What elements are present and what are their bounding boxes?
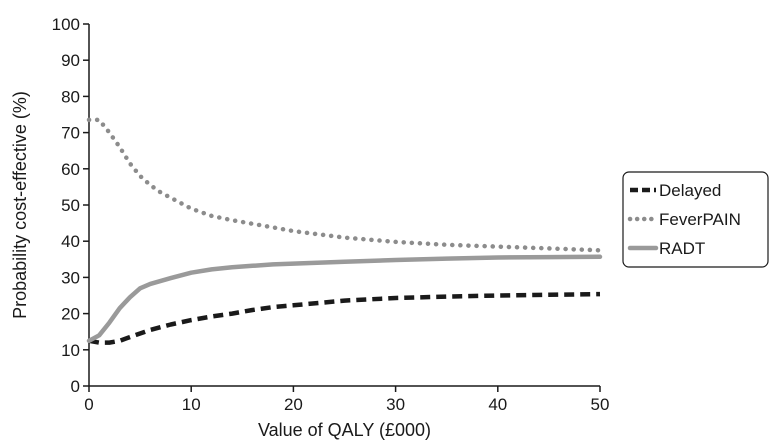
series-line-delayed [88,291,601,345]
legend: Delayed FeverPAIN RADT [622,171,769,268]
y-tick-label: 20 [61,305,80,324]
y-tick-label: 70 [61,124,80,143]
y-tick-label: 90 [61,51,80,70]
legend-label-radt: RADT [659,239,705,258]
y-ticks: 0 10 20 30 40 50 60 70 80 90 100 [52,15,89,396]
legend-label-feverpain: FeverPAIN [659,210,741,229]
y-tick-label: 80 [61,87,80,106]
y-tick-label: 100 [52,15,80,34]
x-tick-label: 40 [488,395,507,414]
y-tick-label: 10 [61,341,80,360]
x-tick-label: 50 [591,395,610,414]
y-tick-label: 40 [61,232,80,251]
series-layer [86,117,603,345]
x-tick-label: 10 [182,395,201,414]
plot-area: 0 10 20 30 40 50 60 70 80 90 100 0 10 20 30 40 50 [52,15,610,414]
y-tick-label: 30 [61,268,80,287]
series-line-radt [86,254,603,344]
x-tick-label: 20 [284,395,303,414]
y-axis-title: Probability cost-effective (%) [10,91,30,319]
legend-items: Delayed FeverPAIN RADT [627,181,741,258]
y-tick-label: 50 [61,196,80,215]
y-tick-label: 60 [61,160,80,179]
x-ticks: 0 10 20 30 40 50 [84,386,609,414]
x-tick-label: 0 [84,395,93,414]
x-tick-label: 30 [386,395,405,414]
legend-label-delayed: Delayed [659,181,721,200]
y-tick-label: 0 [71,377,80,396]
legend-box [622,171,769,268]
x-axis-title: Value of QALY (£000) [258,420,431,440]
series-line-feverpain [86,117,603,253]
